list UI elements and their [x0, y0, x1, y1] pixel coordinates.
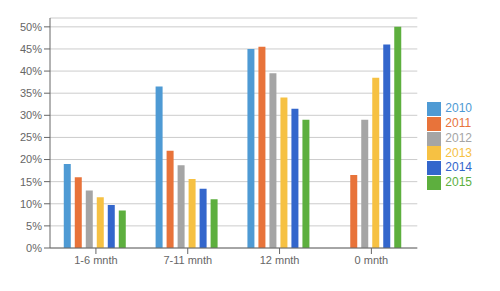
- svg-text:35%: 35%: [20, 87, 42, 99]
- svg-text:20%: 20%: [20, 153, 42, 165]
- html-text:2010: 2010: [445, 101, 472, 115]
- svg-text:40%: 40%: [20, 65, 42, 77]
- html-text:2013: 2013: [445, 145, 472, 160]
- svg-text:25%: 25%: [20, 131, 42, 143]
- svg-text:10%: 10%: [20, 198, 42, 210]
- svg-text:12 mnth: 12 mnth: [260, 254, 300, 266]
- svg-text:7-11 mnth: 7-11 mnth: [163, 254, 212, 266]
- svg-text:45%: 45%: [20, 43, 42, 55]
- svg-text:15%: 15%: [20, 176, 42, 188]
- html-text:2015: 2015: [445, 175, 472, 190]
- html-text:2012: 2012: [445, 130, 472, 145]
- svg-text:50%: 50%: [20, 21, 42, 33]
- svg-text:0 mnth: 0 mnth: [355, 254, 389, 266]
- html-text:2014: 2014: [445, 160, 472, 175]
- svg-text:5%: 5%: [26, 220, 42, 232]
- svg-text:30%: 30%: [20, 109, 42, 121]
- html-text:2011: 2011: [445, 115, 472, 130]
- svg-text:1-6 mnth: 1-6 mnth: [74, 254, 117, 266]
- svg-text:0%: 0%: [26, 242, 42, 254]
